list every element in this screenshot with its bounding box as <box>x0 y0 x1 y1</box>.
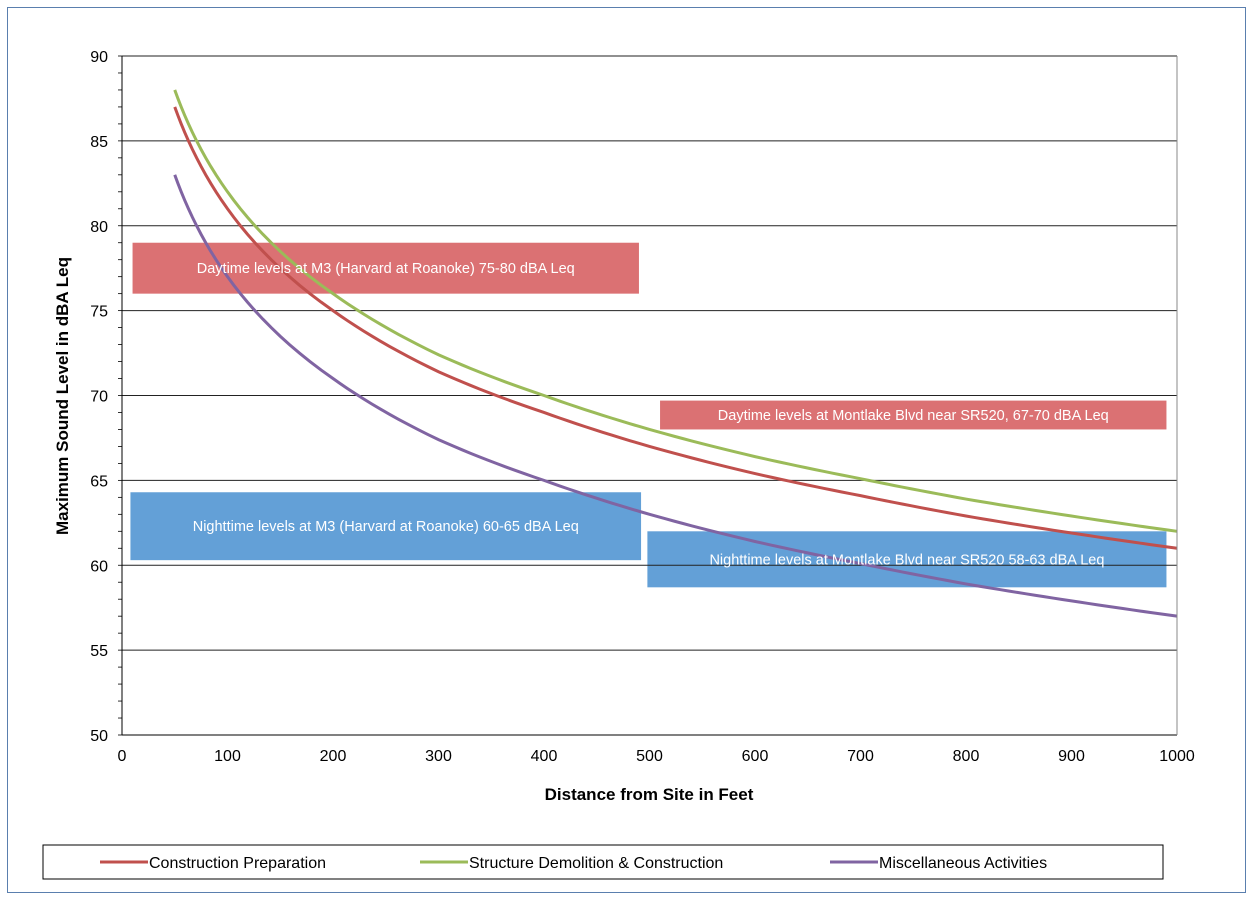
x-axis-title: Distance from Site in Feet <box>545 785 754 804</box>
y-tick-label: 85 <box>90 134 108 151</box>
x-tick-label: 500 <box>636 748 663 765</box>
x-tick-label: 800 <box>953 748 980 765</box>
y-tick-label: 80 <box>90 219 108 236</box>
x-tick-label: 200 <box>320 748 347 765</box>
legend-label-1: Structure Demolition & Construction <box>469 855 723 872</box>
annotation-band-night-montlake <box>647 531 1167 588</box>
x-tick-label: 400 <box>531 748 558 765</box>
y-tick-label: 65 <box>90 473 108 490</box>
annotation-band-night-m3 <box>130 492 642 561</box>
annotation-label-night-m3: Nighttime levels at M3 (Harvard at Roano… <box>193 519 579 535</box>
annotation-band-day-m3 <box>132 242 639 294</box>
x-tick-label: 100 <box>214 748 241 765</box>
x-tick-label: 700 <box>847 748 874 765</box>
chart-frame <box>7 7 1246 893</box>
y-axis-title: Maximum Sound Level in dBA Leq <box>53 257 72 535</box>
x-tick-label: 600 <box>742 748 769 765</box>
y-tick-label: 55 <box>90 643 108 660</box>
annotation-label-night-montlake: Nighttime levels at Montlake Blvd near S… <box>709 552 1104 568</box>
x-tick-label: 300 <box>425 748 452 765</box>
x-tick-label: 1000 <box>1159 748 1195 765</box>
series-line-1 <box>173 89 1178 533</box>
y-tick-label: 70 <box>90 389 108 406</box>
y-tick-label: 90 <box>90 49 108 66</box>
legend-label-0: Construction Preparation <box>149 855 326 872</box>
x-tick-label: 900 <box>1058 748 1085 765</box>
annotation-label-day-montlake: Daytime levels at Montlake Blvd near SR5… <box>718 408 1109 424</box>
annotation-band-day-montlake <box>660 400 1167 430</box>
x-tick-label: 0 <box>118 748 127 765</box>
series-line-0 <box>173 106 1178 550</box>
series-line-2 <box>173 174 1178 618</box>
y-tick-label: 50 <box>90 728 108 745</box>
y-tick-label: 75 <box>90 304 108 321</box>
legend-label-2: Miscellaneous Activities <box>879 855 1047 872</box>
y-tick-label: 60 <box>90 558 108 575</box>
annotation-label-day-m3: Daytime levels at M3 (Harvard at Roanoke… <box>197 261 575 277</box>
legend: Construction Preparation Structure Demoli… <box>42 844 1164 880</box>
legend-box <box>42 844 1164 880</box>
